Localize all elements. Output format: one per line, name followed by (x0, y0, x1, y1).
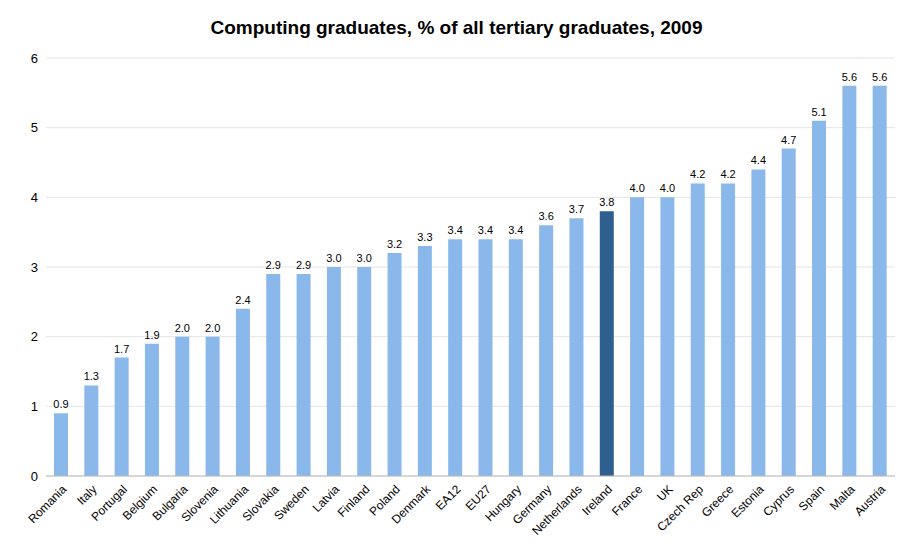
svg-text:Denmark: Denmark (389, 482, 434, 527)
svg-text:3.4: 3.4 (478, 224, 493, 236)
svg-text:Estonia: Estonia (728, 482, 766, 520)
svg-text:Germany: Germany (509, 482, 555, 527)
svg-text:UK: UK (654, 482, 676, 504)
svg-text:3.8: 3.8 (599, 196, 614, 208)
svg-text:2.9: 2.9 (266, 259, 281, 271)
svg-text:Lithuania: Lithuania (206, 482, 252, 527)
svg-text:Belgium: Belgium (119, 482, 161, 523)
svg-text:Finland: Finland (335, 482, 373, 520)
svg-text:3.4: 3.4 (508, 224, 523, 236)
svg-text:Bulgaria: Bulgaria (149, 482, 191, 524)
svg-text:0: 0 (31, 469, 38, 484)
svg-text:1.9: 1.9 (144, 329, 159, 341)
svg-text:Hungary: Hungary (482, 482, 525, 525)
svg-text:3.4: 3.4 (448, 224, 463, 236)
svg-text:1: 1 (31, 399, 38, 414)
svg-text:2.9: 2.9 (296, 259, 311, 271)
svg-text:3.2: 3.2 (387, 238, 402, 250)
svg-text:2.4: 2.4 (235, 294, 250, 306)
svg-text:Italy: Italy (74, 482, 99, 507)
svg-text:5.6: 5.6 (842, 71, 857, 83)
svg-text:3.3: 3.3 (417, 231, 432, 243)
svg-text:5.6: 5.6 (872, 71, 887, 83)
svg-text:Spain: Spain (796, 482, 828, 514)
svg-text:Portugal: Portugal (88, 482, 130, 524)
svg-text:Sweden: Sweden (271, 482, 312, 523)
svg-text:4: 4 (31, 190, 38, 205)
svg-text:1.3: 1.3 (84, 370, 99, 382)
svg-text:4.4: 4.4 (751, 154, 766, 166)
svg-text:2.0: 2.0 (205, 322, 220, 334)
svg-text:France: France (609, 482, 646, 519)
svg-text:6: 6 (31, 51, 38, 66)
svg-text:3.0: 3.0 (326, 252, 341, 264)
svg-text:Czech Rep: Czech Rep (654, 482, 706, 534)
html-text:Computing graduates, % of all: Computing graduates, % of all tertiary g… (210, 17, 703, 38)
svg-text:3.6: 3.6 (538, 210, 553, 222)
svg-text:Greece: Greece (698, 482, 737, 520)
svg-text:0.9: 0.9 (53, 398, 68, 410)
svg-text:3: 3 (31, 260, 38, 275)
svg-text:Cyprus: Cyprus (760, 482, 797, 519)
svg-text:Slovenia: Slovenia (178, 482, 221, 525)
svg-text:3.0: 3.0 (357, 252, 372, 264)
svg-text:Malta: Malta (827, 482, 858, 513)
svg-text:3.7: 3.7 (569, 203, 584, 215)
svg-text:Ireland: Ireland (579, 482, 615, 518)
svg-text:Austria: Austria (852, 482, 889, 519)
svg-text:2: 2 (31, 329, 38, 344)
svg-text:2.0: 2.0 (175, 322, 190, 334)
svg-text:EA12: EA12 (433, 482, 464, 513)
svg-text:4.0: 4.0 (629, 182, 644, 194)
svg-text:5.1: 5.1 (811, 106, 826, 118)
svg-text:Slovakia: Slovakia (239, 482, 282, 525)
svg-text:4.2: 4.2 (690, 168, 705, 180)
svg-text:4.0: 4.0 (660, 182, 675, 194)
svg-text:Netherlands: Netherlands (529, 482, 585, 538)
svg-text:EU27: EU27 (462, 482, 494, 514)
svg-text:5: 5 (31, 120, 38, 135)
svg-text:4.2: 4.2 (720, 168, 735, 180)
svg-text:Poland: Poland (366, 482, 403, 519)
svg-text:4.7: 4.7 (781, 134, 796, 146)
svg-text:1.7: 1.7 (114, 343, 129, 355)
svg-text:Romania: Romania (25, 482, 69, 526)
svg-text:Latvia: Latvia (309, 482, 343, 515)
